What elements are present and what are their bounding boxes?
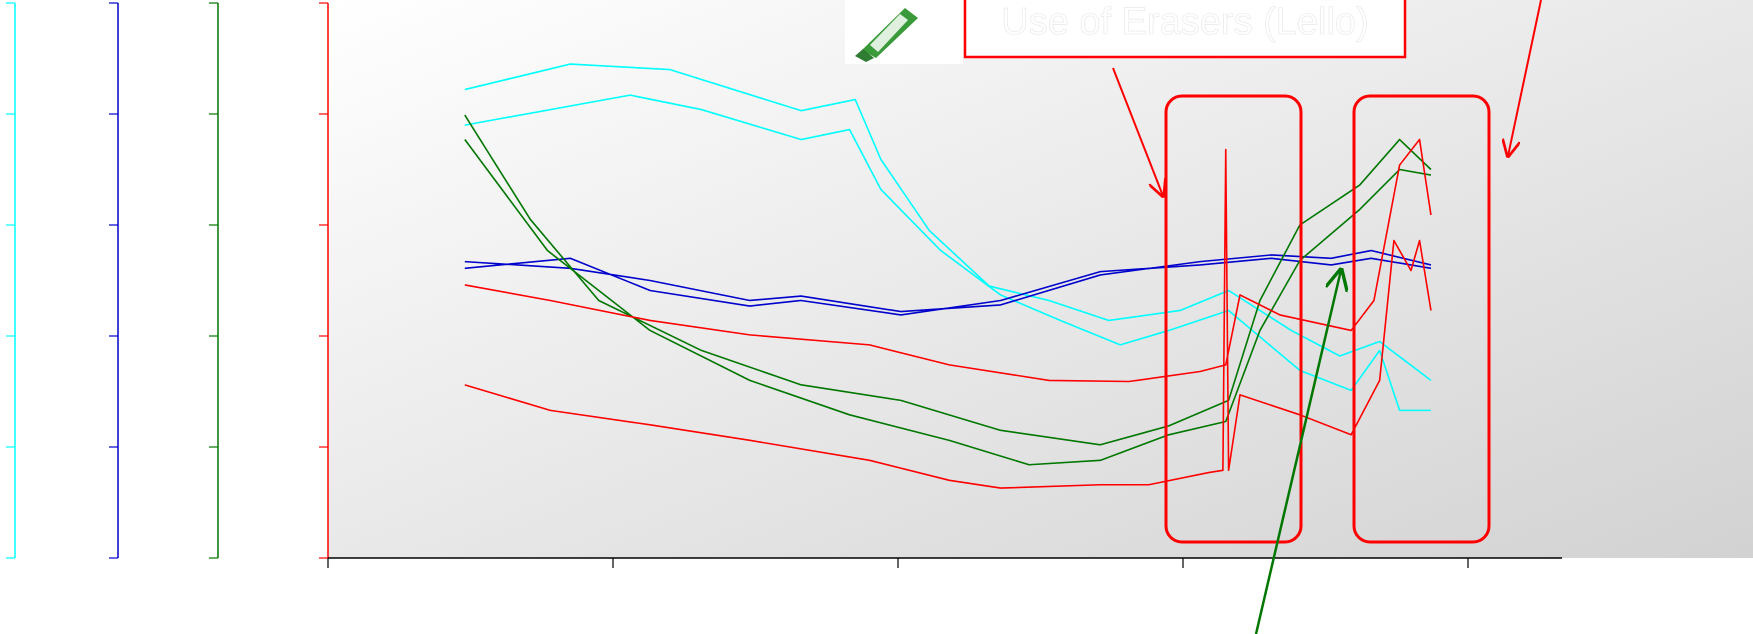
chart: Use of Erasers (Lello) [0,0,1753,634]
eraser-icon [845,0,963,64]
annotation-text: Use of Erasers (Lello) [1001,1,1368,43]
plot-background [328,0,1753,558]
